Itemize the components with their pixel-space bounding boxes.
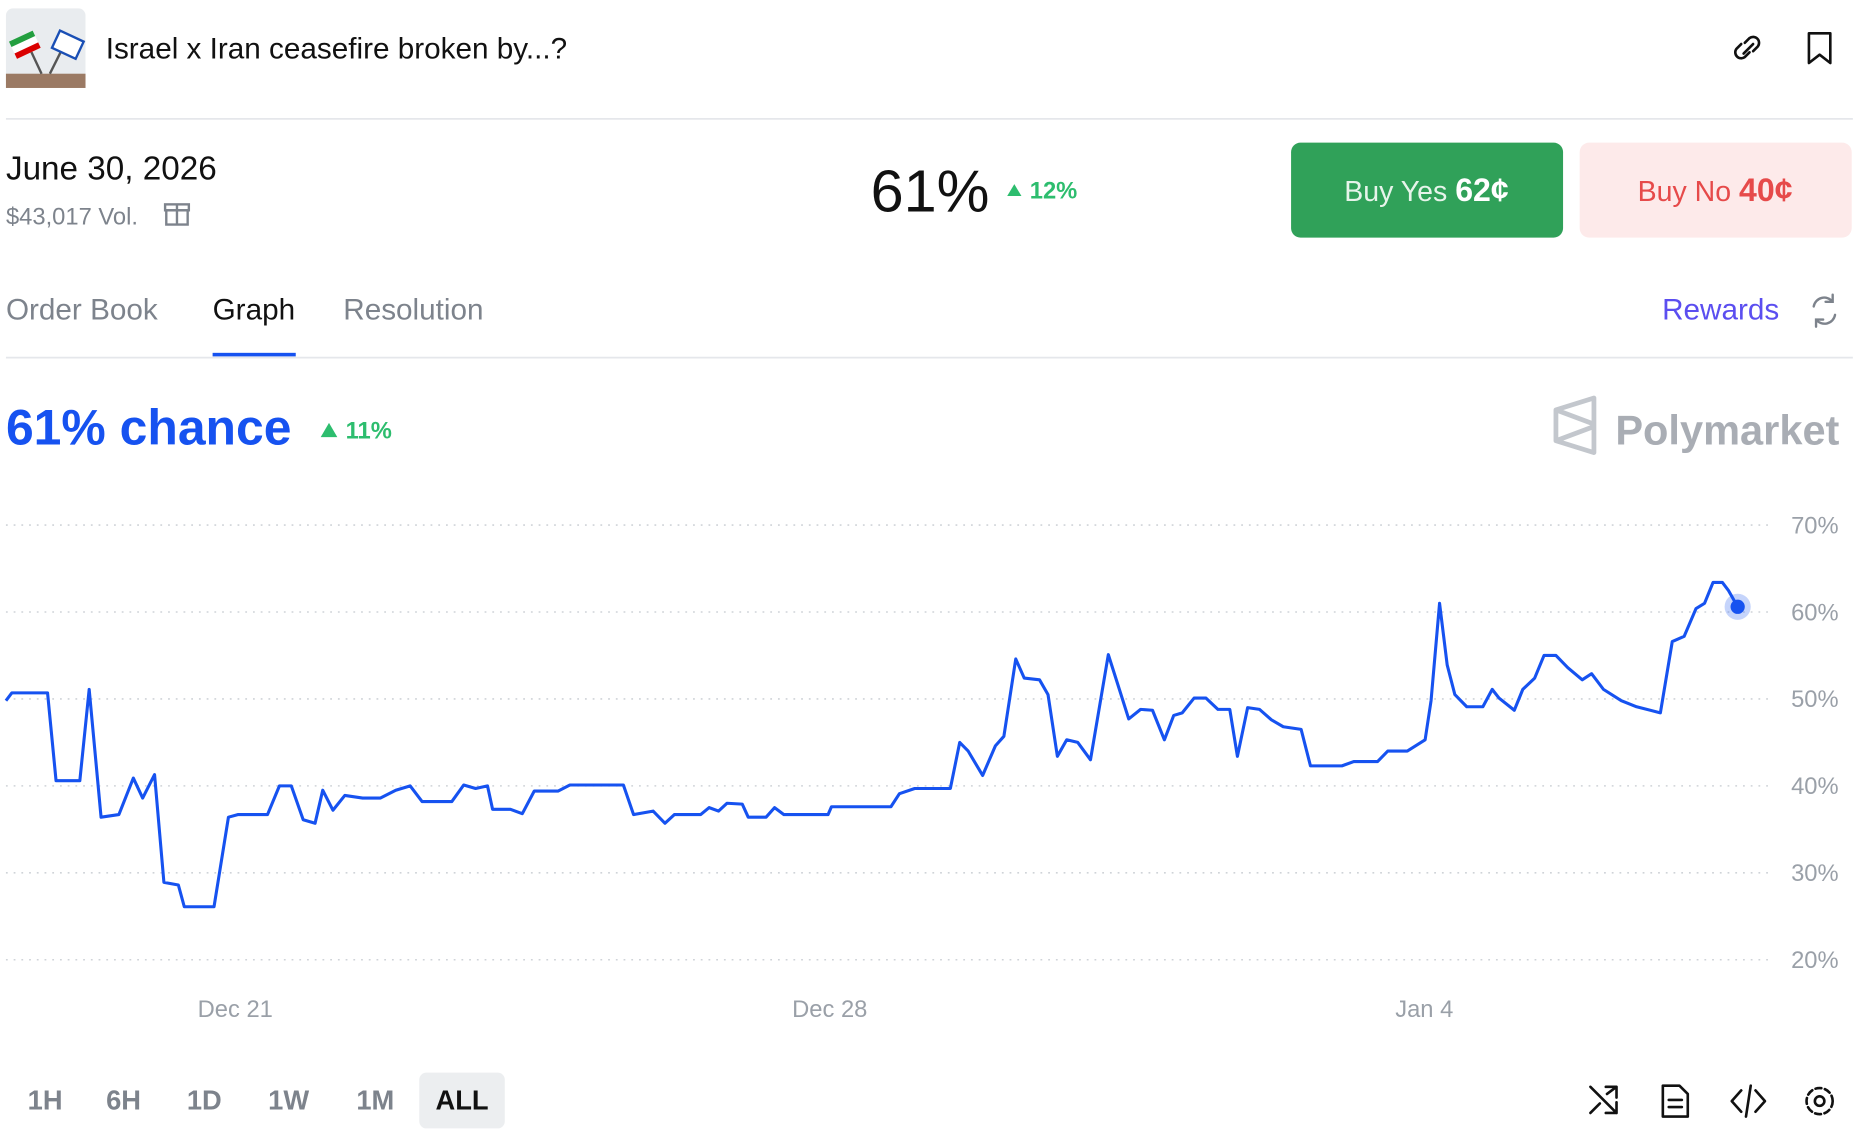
chance-change: 11%	[346, 417, 392, 444]
bookmark-button[interactable]	[1807, 32, 1832, 65]
price-chart: 20% 30% 40% 50% 60% 70% Dec 21 Dec 28 Jan 4	[4, 512, 1839, 1023]
x-tick-label: Jan 4	[1395, 996, 1453, 1023]
shuffle-button[interactable]	[1589, 1085, 1618, 1115]
polymarket-wordmark: Polymarket	[1615, 406, 1839, 453]
chance-headline: 61% chance	[6, 399, 292, 455]
gift-icon	[163, 203, 191, 226]
settings-button[interactable]	[1805, 1086, 1834, 1116]
buy-no-button[interactable]: Buy No 40¢	[1579, 142, 1852, 238]
tab-underline	[212, 352, 296, 357]
up-arrow	[320, 422, 338, 438]
y-tick-label: 50%	[1791, 686, 1839, 713]
buy-yes-button[interactable]: Buy Yes 62¢	[1291, 142, 1564, 238]
end-date: June 30, 2026	[6, 150, 217, 187]
range-active-bg	[419, 1072, 505, 1129]
range-button[interactable]: 1D	[187, 1084, 222, 1115]
tab[interactable]: Resolution	[343, 294, 483, 327]
price-line	[4, 580, 1740, 909]
copy-link-button[interactable]	[1733, 35, 1761, 60]
range-button[interactable]: 1M	[356, 1084, 394, 1115]
market-icon	[5, 8, 86, 88]
range-button-active[interactable]: ALL	[435, 1084, 488, 1115]
x-tick-label: Dec 28	[792, 996, 867, 1023]
tab[interactable]: Order Book	[6, 294, 158, 327]
rewards-link[interactable]: Rewards	[1662, 294, 1779, 327]
range-button[interactable]: 6H	[106, 1084, 141, 1115]
probability: 61%	[871, 157, 990, 224]
button-label: Buy Yes 62¢	[1344, 172, 1509, 208]
embed-button[interactable]	[1730, 1084, 1767, 1118]
y-tick-label: 40%	[1791, 773, 1839, 800]
x-tick-label: Dec 21	[198, 996, 273, 1023]
current-point	[1730, 599, 1745, 614]
y-tick-label: 20%	[1791, 947, 1839, 974]
range-button[interactable]: 1W	[268, 1084, 309, 1115]
y-tick-label: 70%	[1791, 512, 1839, 539]
tab-active[interactable]: Graph	[213, 294, 296, 327]
market-title: Israel x Iran ceasefire broken by...?	[106, 32, 567, 65]
polymarket-logo	[1553, 395, 1597, 455]
y-tick-label: 60%	[1791, 599, 1839, 626]
up-arrow	[1007, 184, 1022, 197]
document-button[interactable]	[1661, 1084, 1690, 1118]
volume: $43,017 Vol.	[6, 204, 138, 231]
range-button[interactable]: 1H	[28, 1084, 63, 1115]
button-label: Buy No 40¢	[1638, 172, 1793, 208]
probability-change: 12%	[1030, 177, 1078, 204]
y-tick-label: 30%	[1791, 860, 1839, 887]
refresh-button[interactable]	[1812, 293, 1837, 328]
